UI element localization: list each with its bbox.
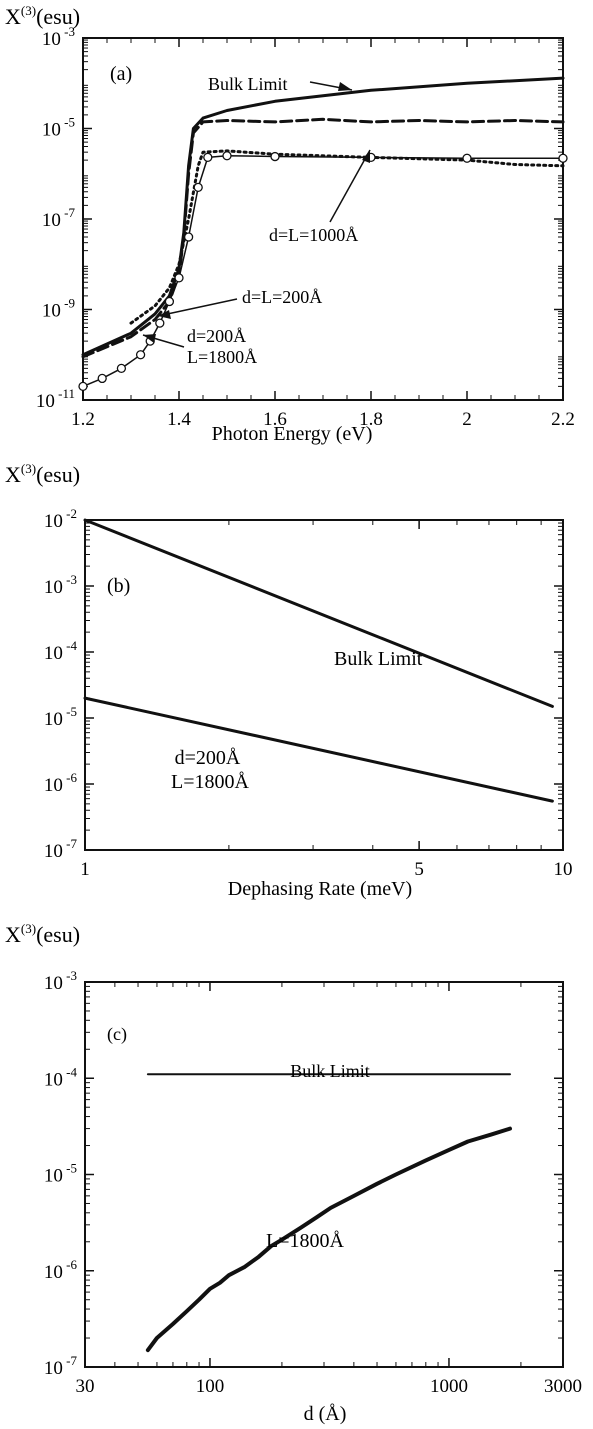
panel-a-series-3-point-5 [155,318,165,328]
panel-c: X(3)(esu) (c) 10 -310 -410 -510 -610 -7 … [5,921,582,1425]
panel-b-annotation-200-1800: d=200Å L=1800Å [171,747,249,793]
panel-a-xtick-label-0: 1.2 [71,409,95,430]
panel-a-ytick-label-2: 10 -7 [42,205,76,231]
panel-a-xtick-label-1: 1.4 [167,409,191,430]
panel-a-series-line-1 [81,117,565,359]
panel-b-yticks: 10 -2 10 -3 10 -4 10 -5 10 -6 10 -7 [44,506,563,862]
panel-c-series [145,1073,512,1353]
panel-a-arrowhead-1000 [362,150,370,163]
panel-a-arrow-200 [157,298,238,317]
panel-a-series-3-point-7 [174,273,184,283]
panel-a-xticks: 1.2 1.4 1.6 1.8 2 2.2 [71,38,575,430]
panel-c-xtick-label-1: 100 [196,1376,225,1397]
panel-a-xtick-label-2: 1.6 [263,409,287,430]
panel-a-ytick-label-1: 10 -5 [42,115,75,141]
panel-a-annotation-bulk-limit: Bulk Limit [208,74,288,94]
panel-a-arrowhead-200 [158,310,171,319]
panel-a-series-3-point-6 [164,296,175,307]
panel-b-ytick-label-5: 10 -7 [44,836,78,862]
panel-a-series-3-point-8 [183,232,194,242]
panel-c-annotation-bulk-limit: Bulk Limit [290,1061,370,1081]
panel-c-ylabel: X(3)(esu) [5,921,80,947]
panel-c-xticks: 30 100 1000 3000 [76,982,582,1397]
panel-a-ylabel: X(3)(esu) [5,3,80,29]
panel-c-ytick-label-3: 10 -6 [44,1257,78,1283]
panel-a-annotation-200-1800: d=200Å L=1800Å [187,326,257,367]
panel-a-plot-frame [82,37,564,401]
panel-b-ytick-label-4: 10 -6 [44,770,78,796]
panel-a-ytick-label-4: 10 -11 [36,386,75,412]
panel-c-xtick-label-0: 30 [76,1376,95,1397]
panel-a-xtick-label-3: 1.8 [359,409,383,430]
panel-a-series-3-point-2 [116,363,127,374]
panel-b-xtick-label-2: 10 [554,859,573,880]
panel-c-plot-frame [84,981,564,1368]
panel-b: X(3)(esu) (b) 10 -210 -310 -410 -510 -61… [5,461,573,900]
panel-c-ytick-label-0: 10 -3 [44,968,77,994]
panel-b-series-line-1 [83,696,554,803]
panel-b-annotation-bulk-limit: Bulk Limit [334,648,423,670]
panel-a-series-3-point-12 [270,151,280,162]
panel-a-arrowhead-200-1800 [143,334,156,343]
panel-a-arrow-1000 [329,149,371,223]
panel-a-series-3-point-1 [97,373,107,384]
panel-c-series-line-1 [145,1126,512,1353]
panel-b-xtick-label-0: 1 [80,859,90,880]
panel-a-label: (a) [110,63,132,85]
panel-c-ytick-label-1: 10 -4 [44,1064,78,1090]
panel-a-xtick-label-4: 2 [462,409,472,430]
panel-b-series [83,518,554,803]
panel-b-xtick-label-1: 5 [414,859,424,880]
panel-a-ytick-label-3: 10 -9 [42,296,75,322]
panel-b-ytick-label-2: 10 -4 [44,638,78,664]
panel-a-xtick-label-5: 2.2 [551,409,575,430]
panel-c-annotation-1800: L=1800Å [266,1230,344,1252]
panel-a-series [78,76,568,392]
panel-a-series-3-point-11 [222,151,232,161]
panel-a-ytick-label-0: 10 -3 [42,24,75,50]
panel-c-ytick-label-4: 10 -7 [44,1353,78,1379]
panel-a-series-3-point-15 [558,153,568,163]
panel-a-xlabel: Photon Energy (eV) [212,423,373,445]
panel-c-ytick-label-2: 10 -5 [44,1161,77,1187]
panel-a-annotation-200: d=L=200Å [242,287,322,307]
panel-b-ytick-label-1: 10 -3 [44,572,77,598]
panel-b-xticks: 1 5 10 [80,520,573,880]
panel-a-series-3-point-3 [135,350,146,360]
panel-a-series-3-point-0 [78,381,88,392]
panel-a-annotation-1000: d=L=1000Å [269,225,358,245]
panel-a-arrowhead-bulk-limit [338,82,352,91]
panel-b-ylabel: X(3)(esu) [5,461,80,487]
panel-a-yticks: 10 -3 10 -5 10 -7 10 -9 10 -11 [36,24,563,412]
panel-a-series-line-3 [82,154,564,388]
panel-c-xtick-label-2: 1000 [430,1376,468,1397]
panel-a: X(3)(esu) (a) 10 -3 10 -5 10 -7 10 -9 10 -11… [5,3,575,445]
panel-c-xlabel: d (Å) [304,1403,347,1425]
panel-a-series-3-point-14 [462,153,472,163]
panel-b-label: (b) [107,575,130,597]
panel-b-xlabel: Dephasing Rate (meV) [228,878,412,900]
panel-c-xtick-label-3: 3000 [544,1376,582,1397]
panel-b-ytick-label-0: 10 -2 [44,506,77,532]
panel-b-ytick-label-3: 10 -5 [44,704,77,730]
panel-b-series-line-0 [83,518,554,708]
panel-c-yticks: 10 -3 10 -4 10 -5 10 -6 10 -7 [44,968,563,1379]
panel-b-plot-frame [84,519,564,851]
panel-a-series-3-point-10 [203,152,213,163]
panel-a-series-3-point-9 [193,182,203,193]
panel-c-label: (c) [107,1024,127,1045]
